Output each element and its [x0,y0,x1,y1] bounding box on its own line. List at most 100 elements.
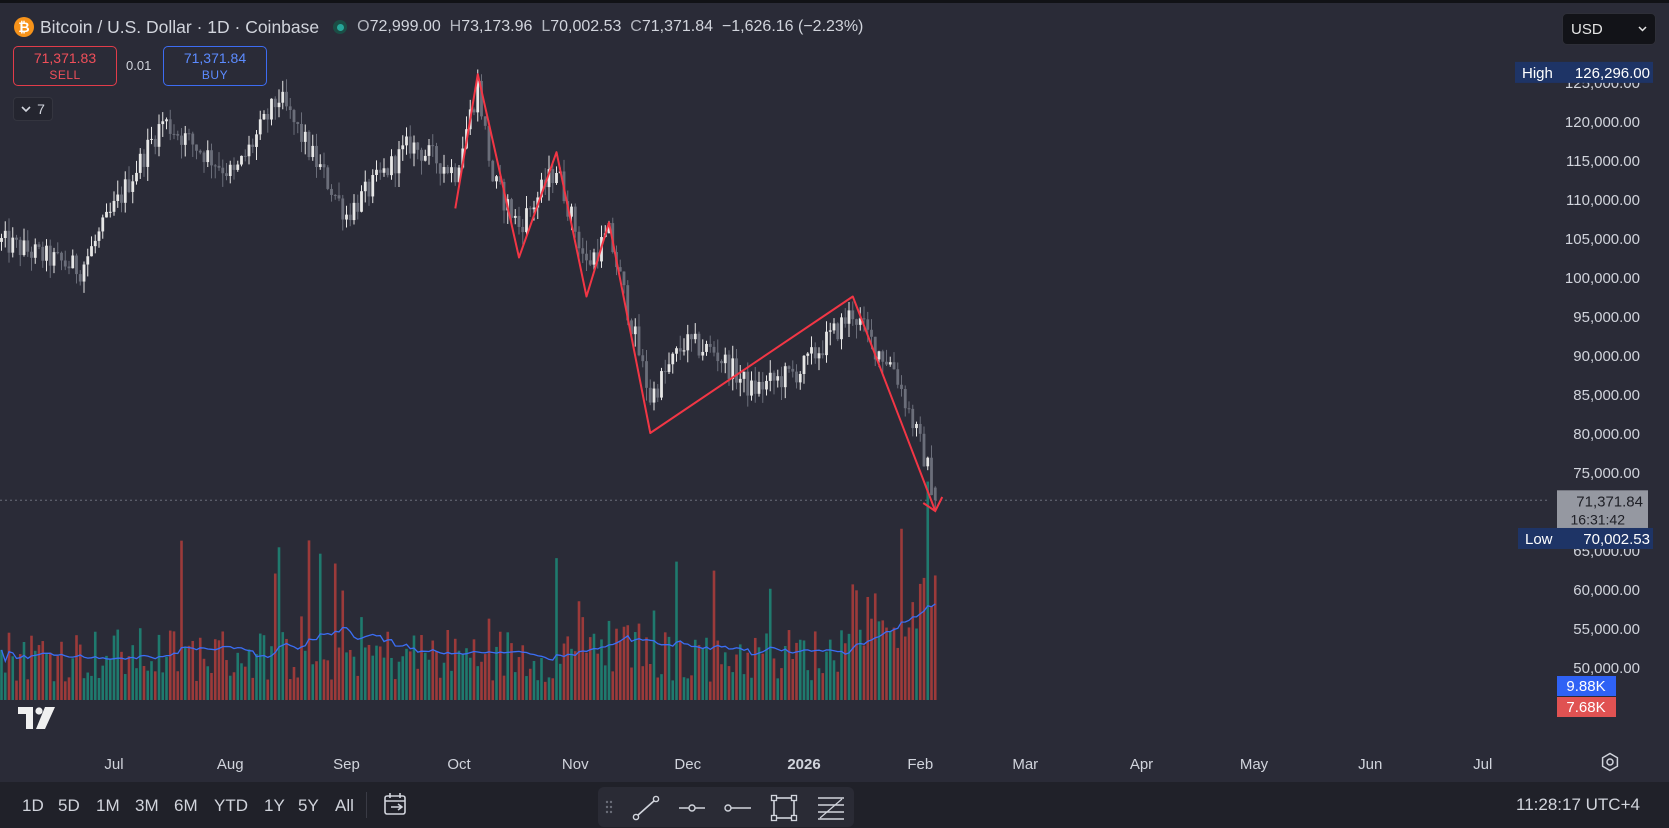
volume-bar [836,671,840,700]
candle-body [491,160,495,182]
volume-bar [862,645,866,700]
volume-bar [108,658,112,700]
candle [22,228,26,257]
price-tick-label: 105,000.00 [1565,231,1640,248]
candle [821,340,825,359]
candle-body [386,168,390,176]
drag-handle-icon[interactable] [604,799,614,815]
candle [682,338,686,356]
candle [90,236,93,257]
timeframe-all[interactable]: All [335,796,354,815]
timeframe-5y[interactable]: 5Y [298,796,319,815]
gear-icon[interactable] [1600,752,1620,772]
volume-bar [210,672,213,700]
timeframe-1y[interactable]: 1Y [264,796,285,815]
calendar-range-icon[interactable] [382,791,410,819]
candle-body [517,215,521,227]
sell-button[interactable]: 71,371.83 SELL [13,46,117,86]
candle [513,209,517,225]
candle-body [288,106,292,111]
candle [153,135,157,155]
timeframe-ytd[interactable]: YTD [214,796,248,815]
candle [48,239,52,278]
timeframe-1d[interactable]: 1D [22,796,44,815]
low-marker-box [1518,527,1653,549]
horizontal-line-tool-icon[interactable] [678,795,706,821]
trend-line-tool-icon[interactable] [632,795,660,821]
volume-bar [202,658,206,700]
candle-body [487,125,491,161]
candle-body [915,423,918,429]
candle [510,197,513,223]
candle-body [191,133,195,145]
volume-bar [810,680,813,700]
candle [622,271,626,294]
candle [228,160,232,184]
candle-body [198,150,202,153]
candle [315,133,318,178]
candle [281,80,285,110]
candle [780,366,783,400]
candle [3,221,7,248]
candle-body [735,358,738,383]
candle [285,79,288,111]
horizontal-ray-tool-icon[interactable] [724,795,752,821]
indicators-toggle-button[interactable]: 7 [13,97,53,121]
buy-button[interactable]: 71,371.84 BUY [163,46,267,86]
volume-bar [701,648,705,700]
volume-bar [832,660,836,700]
candle [348,203,352,227]
timeframe-1m[interactable]: 1M [96,796,120,815]
candle [37,241,41,250]
candle [277,89,281,118]
volume-bar [933,575,937,700]
candle-body [101,217,105,232]
timeframe-3m[interactable]: 3M [135,796,159,815]
candle-body [3,230,7,239]
candle [810,336,813,365]
volume-bar [277,547,281,700]
volume-bar [138,628,142,700]
candle [78,270,82,286]
candle [67,260,71,275]
symbol-title[interactable]: Bitcoin / U.S. Dollar · 1D · Coinbase [40,16,320,37]
candle [172,124,176,140]
candle [547,155,551,201]
currency-select[interactable]: USD [1562,13,1656,45]
candle-body [397,149,401,174]
volume-bar [772,658,776,700]
time-tick-label: Aug [217,756,244,773]
candle [787,365,791,373]
candle [881,349,885,373]
volume-bar [573,651,577,700]
candle-body [798,373,802,383]
candle [888,356,892,367]
fib-retracement-tool-icon[interactable] [816,794,846,822]
candle-body [513,215,517,218]
volume-bar [281,632,285,700]
clock-timezone[interactable]: 11:28:17 UTC+4 [1516,795,1640,814]
candle [318,154,322,170]
timeframe-5d[interactable]: 5D [58,796,80,815]
volume-bar [153,671,157,700]
candle-body [153,138,157,147]
volume-bar [483,654,487,700]
volume-bar [487,618,491,700]
volume-bar [596,653,600,700]
candle-body [716,352,720,362]
candle-body [375,169,378,175]
candle [180,127,183,159]
volume-bar [633,632,637,700]
volume-bar [255,653,258,700]
timeframe-6m[interactable]: 6M [174,796,198,815]
candle-body [303,131,307,142]
volume-bar [532,660,536,700]
candle-body [146,139,150,167]
candle-body [510,199,513,218]
candle-body [172,133,176,135]
volume-bar [577,601,581,700]
rectangle-tool-icon[interactable] [770,794,798,822]
volume-bar [892,627,896,700]
time-tick-label: Apr [1130,756,1153,773]
